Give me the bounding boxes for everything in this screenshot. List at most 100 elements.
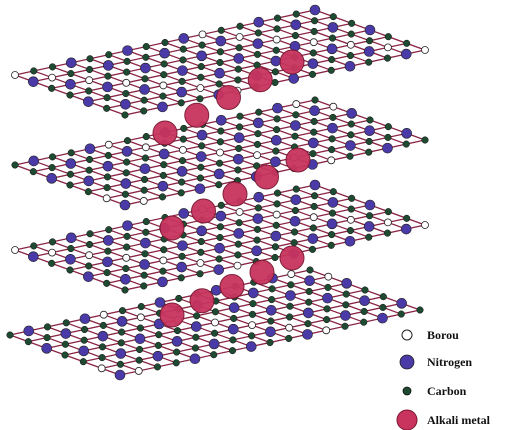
carbon-atom: [197, 270, 204, 277]
carbon-atom: [255, 205, 262, 212]
carbon-atom: [67, 92, 74, 99]
carbon-atom: [117, 361, 124, 368]
carbon-atom: [307, 267, 314, 274]
carbon-atom: [122, 287, 129, 294]
carbon-atom: [25, 338, 32, 345]
carbon-atom: [248, 333, 255, 340]
carbon-atom: [398, 311, 405, 318]
nitrogen-atom: [383, 143, 393, 153]
nitrogen-atom: [323, 293, 333, 303]
alkali-metal-atom: [190, 289, 214, 313]
boron-atom: [197, 260, 204, 267]
carbon-atom: [329, 136, 336, 143]
carbon-atom: [123, 170, 130, 177]
carbon-atom: [272, 68, 279, 75]
nitrogen-atom: [123, 221, 133, 231]
carbon-atom: [105, 51, 112, 58]
boron-atom: [86, 252, 93, 259]
nitrogen-atom: [215, 243, 225, 253]
nitrogen-atom: [402, 128, 412, 138]
carbon-atom: [293, 186, 300, 193]
nitrogen-atom: [214, 265, 224, 275]
carbon-atom: [62, 352, 69, 359]
nitrogen-atom: [103, 60, 113, 70]
carbon-atom: [138, 303, 145, 310]
carbon-atom: [236, 44, 243, 51]
boron-atom: [212, 319, 219, 326]
carbon-atom: [325, 284, 332, 291]
carbon-atom: [342, 323, 349, 330]
legend-label: Borou: [427, 328, 459, 342]
carbon-atom: [143, 218, 150, 225]
boron-atom: [234, 262, 241, 269]
nitrogen-atom: [401, 224, 411, 234]
boron-atom: [86, 77, 93, 84]
carbon-atom: [180, 46, 187, 53]
boron-atom: [123, 79, 130, 86]
carbon-atom: [273, 126, 280, 133]
carbon-atom: [230, 337, 237, 344]
carbon-atom: [123, 244, 130, 251]
boron-atom: [49, 249, 56, 256]
carbon-atom: [255, 130, 262, 137]
carbon-atom: [211, 330, 218, 337]
boron-atom: [323, 327, 330, 334]
nitrogen-atom: [253, 214, 263, 224]
carbon-atom: [235, 252, 242, 259]
legend-nitrogen-swatch: [400, 355, 414, 369]
carbon-atom: [141, 272, 148, 279]
nitrogen-atom: [291, 20, 301, 30]
legend-carbon-swatch: [403, 387, 411, 395]
nitrogen-atom: [252, 246, 262, 256]
nitrogen-atom: [246, 342, 256, 352]
carbon-atom: [67, 267, 74, 274]
carbon-atom: [81, 326, 88, 333]
boron-atom: [328, 157, 335, 164]
nitrogen-atom: [228, 324, 238, 334]
nitrogen-atom: [347, 108, 357, 118]
carbon-atom: [85, 188, 92, 195]
alkali-metal-atom: [192, 199, 216, 223]
carbon-atom: [254, 226, 261, 233]
carbon-atom: [235, 77, 242, 84]
boron-atom: [236, 208, 243, 215]
carbon-atom: [273, 222, 280, 229]
nitrogen-atom: [328, 22, 338, 32]
carbon-atom: [305, 299, 312, 306]
nitrogen-atom: [216, 115, 226, 125]
carbon-atom: [100, 322, 107, 329]
carbon-atom: [422, 137, 429, 144]
boron-atom: [160, 257, 167, 264]
nitrogen-atom: [308, 59, 318, 69]
carbon-atom: [123, 69, 130, 76]
nitrogen-atom: [28, 252, 38, 262]
alkali-metal-atom: [220, 275, 244, 299]
carbon-atom: [330, 13, 337, 20]
carbon-atom: [310, 150, 317, 157]
nitrogen-atom: [66, 233, 76, 243]
carbon-atom: [198, 74, 205, 81]
carbon-atom: [160, 93, 167, 100]
nitrogen-atom: [103, 161, 113, 171]
nitrogen-atom: [310, 180, 320, 190]
carbon-atom: [235, 66, 242, 73]
nitrogen-atom: [234, 133, 244, 143]
carbon-atom: [118, 329, 125, 336]
graphite-layer: [12, 180, 429, 293]
carbon-atom: [124, 58, 131, 65]
boron-atom: [273, 211, 280, 218]
carbon-atom: [178, 100, 185, 107]
carbon-atom: [365, 149, 372, 156]
nitrogen-atom: [103, 257, 113, 267]
nitrogen-atom: [303, 308, 313, 318]
carbon-atom: [198, 238, 205, 245]
carbon-atom: [385, 33, 392, 40]
carbon-atom: [136, 357, 143, 364]
nitrogen-atom: [191, 322, 201, 332]
carbon-atom: [235, 167, 242, 174]
carbon-atom: [328, 67, 335, 74]
carbon-atom: [249, 311, 256, 318]
carbon-atom: [347, 227, 354, 234]
nitrogen-atom: [103, 235, 113, 245]
carbon-atom: [105, 248, 112, 255]
